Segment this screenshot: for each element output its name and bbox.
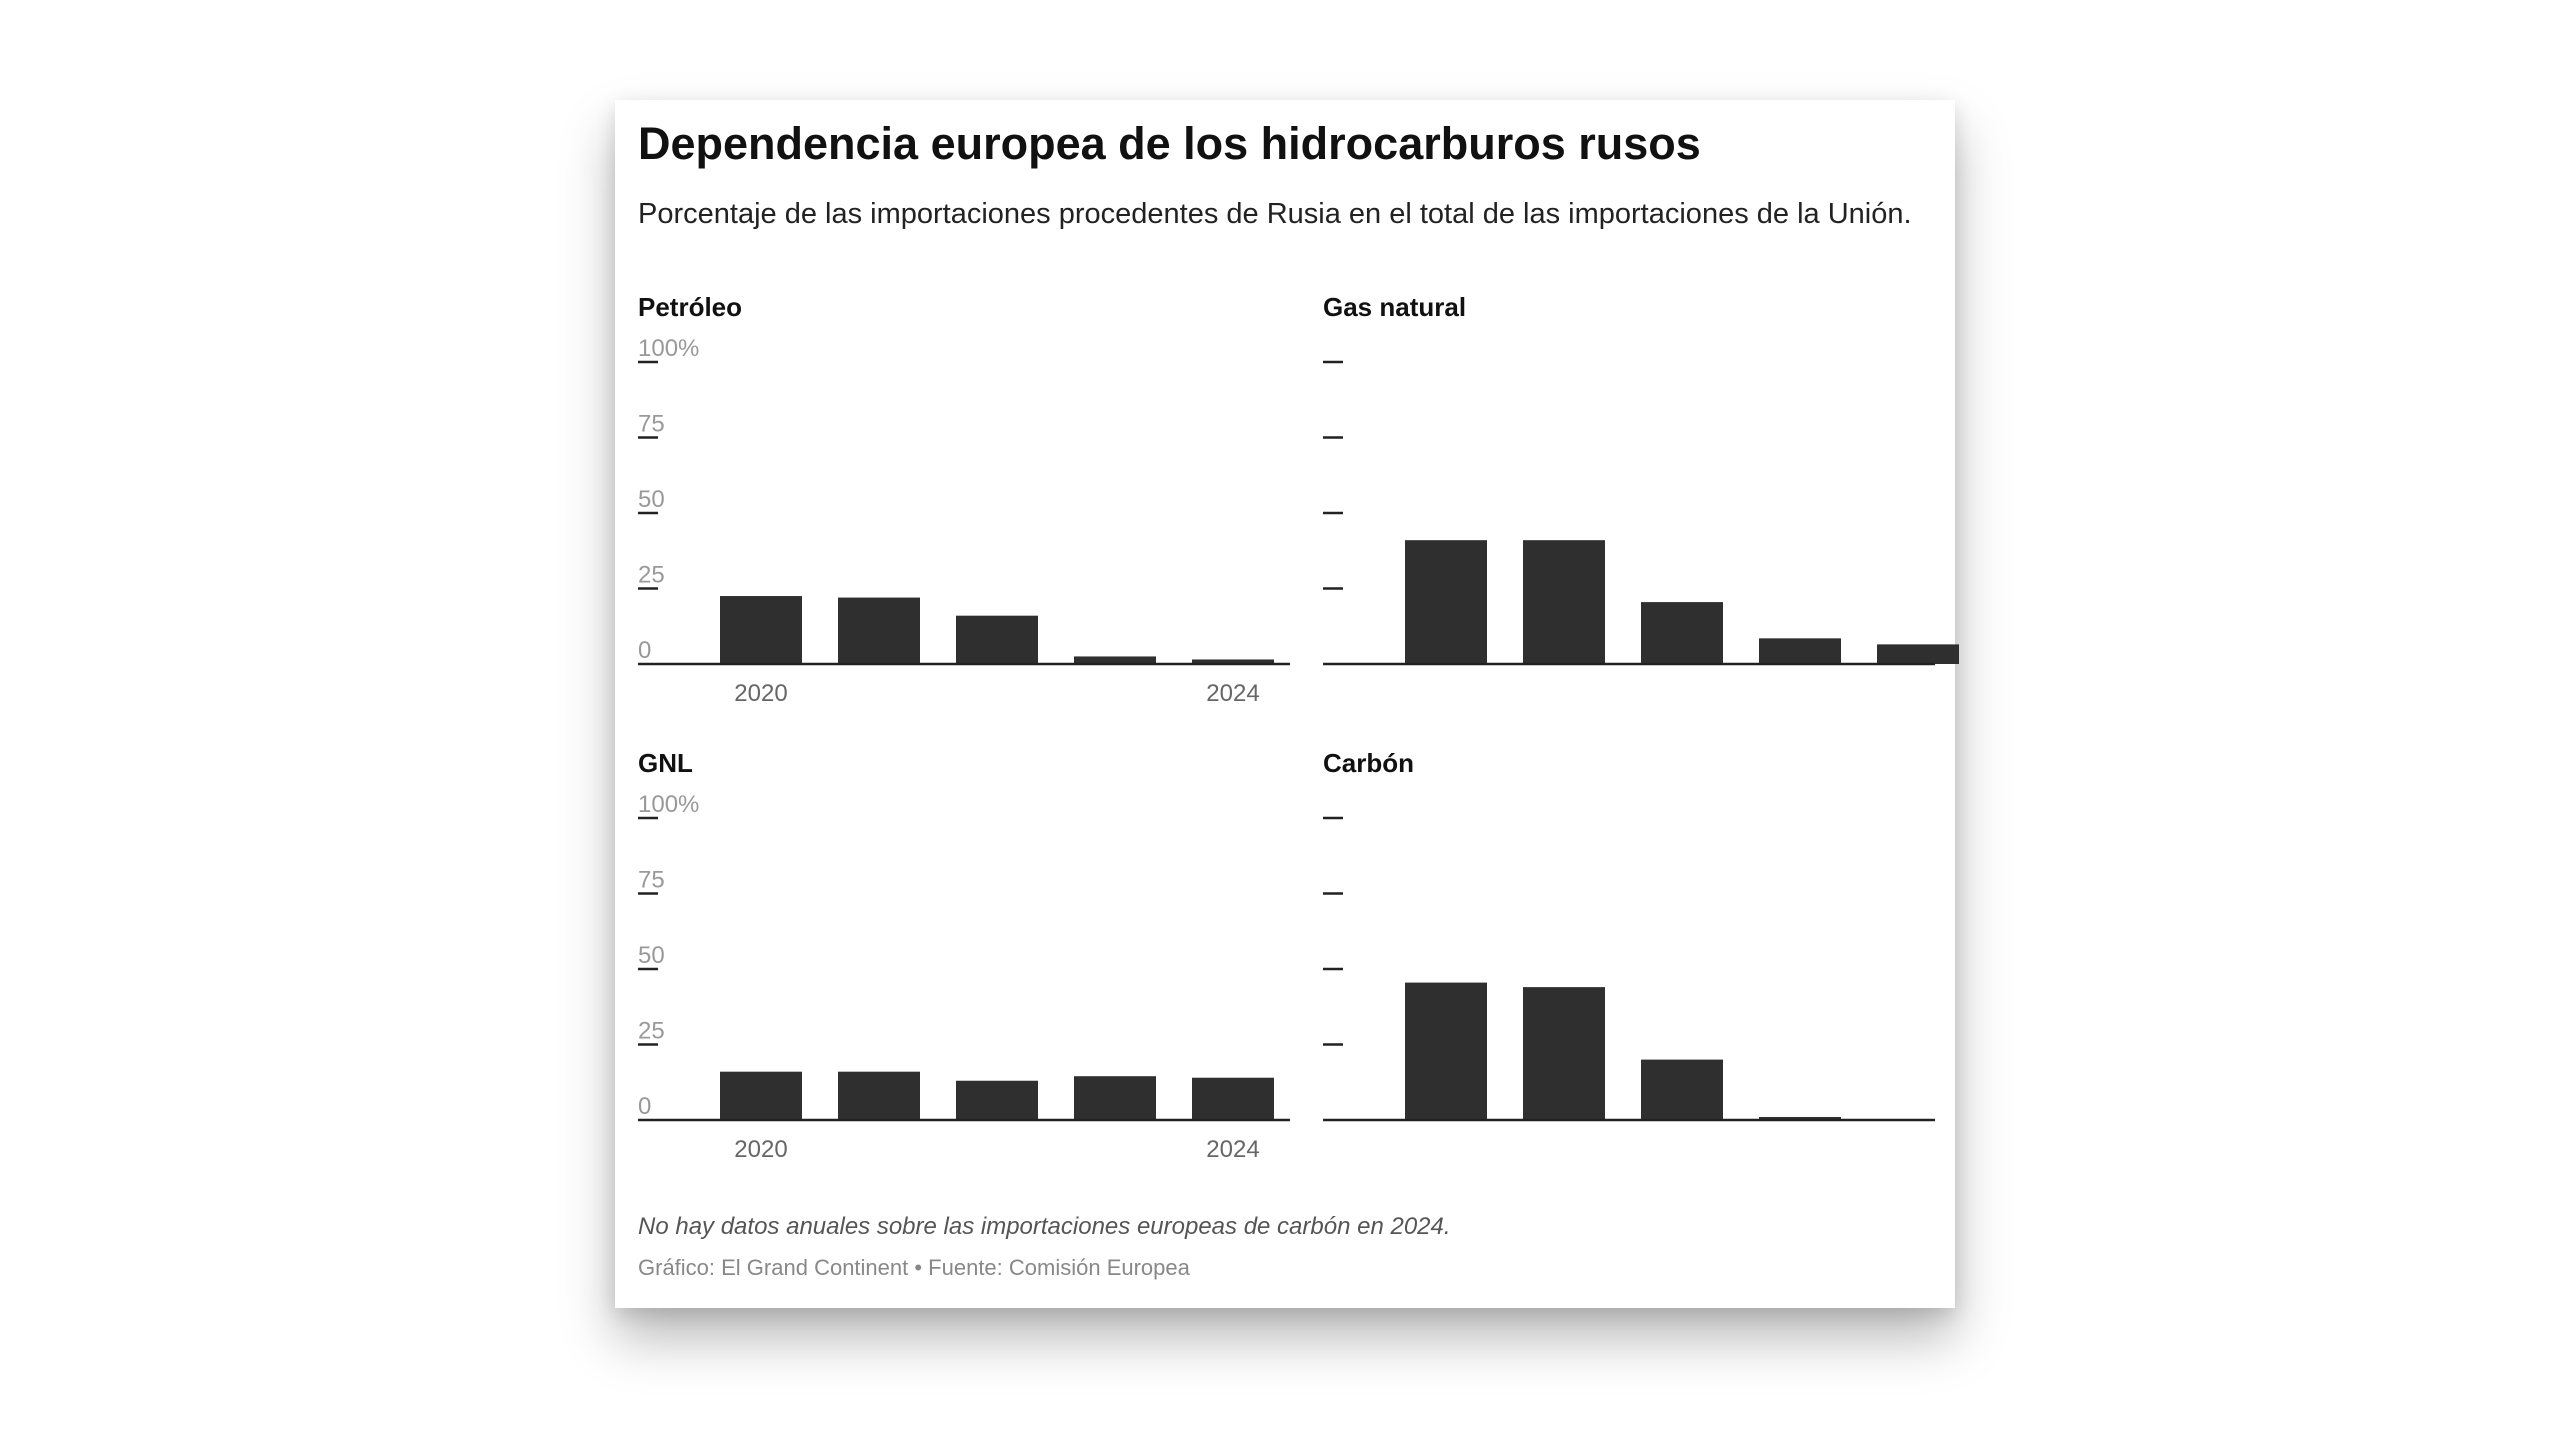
bar: [1759, 638, 1841, 664]
bar: [1405, 540, 1487, 664]
x-tick-label: 2020: [734, 680, 787, 707]
bar: [956, 1080, 1038, 1120]
x-tick-label: 2024: [1206, 1136, 1259, 1163]
bar: [1074, 1076, 1156, 1120]
panel-title: GNL: [638, 748, 693, 778]
bar: [1074, 656, 1156, 664]
panel-gas-natural: Gas natural: [1323, 292, 1983, 732]
bar: [1192, 1077, 1274, 1120]
chart-title: Dependencia europea de los hidrocarburos…: [638, 118, 1701, 169]
y-tick-label: 100%: [638, 335, 699, 362]
y-tick-label: 75: [638, 411, 665, 438]
chart-note: No hay datos anuales sobre las importaci…: [638, 1213, 1451, 1240]
bar: [956, 615, 1038, 664]
y-tick-label: 50: [638, 942, 665, 969]
bar: [1405, 982, 1487, 1120]
panel-title: Carbón: [1323, 748, 1414, 778]
y-tick-label: 0: [638, 1093, 651, 1120]
bar: [838, 597, 920, 664]
bar: [838, 1071, 920, 1120]
bar: [720, 1071, 802, 1120]
x-tick-label: 2024: [1206, 680, 1259, 707]
bar-chart-petroleo: 0 25 50 75 100% 2020 2024: [638, 335, 1290, 707]
chart-subtitle: Porcentaje de las importaciones proceden…: [638, 198, 1912, 230]
y-tick-label: 100%: [638, 791, 699, 818]
bar: [720, 596, 802, 664]
bar: [1523, 987, 1605, 1120]
panel-carbon: Carbón: [1323, 748, 1983, 1188]
bar: [1759, 1116, 1841, 1120]
y-tick-label: 75: [638, 867, 665, 894]
x-tick-label: 2020: [734, 1136, 787, 1163]
y-tick-label: 0: [638, 637, 651, 664]
bar-chart-gnl: 0 25 50 75 100% 2020 2024: [638, 791, 1290, 1163]
panel-gnl: GNL 0 25 50 75 100% 2020 2024: [638, 748, 1298, 1188]
y-tick-label: 25: [638, 1018, 665, 1045]
y-tick-label: 50: [638, 486, 665, 513]
bar: [1523, 540, 1605, 664]
bar-chart-carbon: [1323, 816, 1935, 1122]
bar: [1641, 1059, 1723, 1120]
panel-title: Gas natural: [1323, 292, 1467, 322]
panel-petroleo: Petróleo 0 25 50 75 100% 2020 2024: [638, 292, 1298, 732]
panel-title: Petróleo: [638, 292, 743, 322]
bar: [1192, 659, 1274, 664]
bar-chart-gas-natural: [1323, 360, 1959, 666]
bar: [1641, 602, 1723, 664]
y-tick-label: 25: [638, 562, 665, 589]
bar: [1877, 644, 1959, 664]
chart-card: Dependencia europea de los hidrocarburos…: [615, 100, 1959, 1308]
chart-credit: Gráfico: El Grand Continent • Fuente: Co…: [638, 1255, 1190, 1280]
